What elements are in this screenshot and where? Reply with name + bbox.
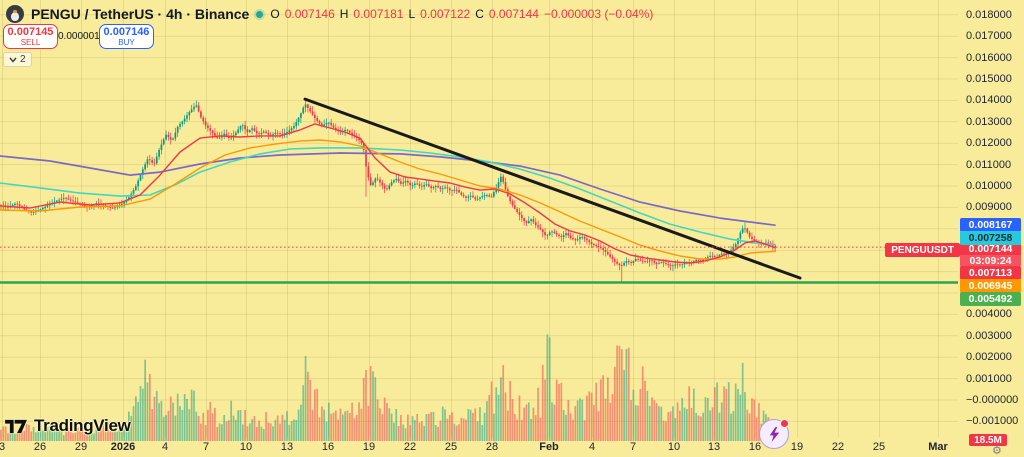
time-tick-label: 29 bbox=[74, 441, 88, 453]
close-value: 0.007144 bbox=[488, 7, 539, 21]
notification-dot bbox=[780, 419, 789, 428]
price-tick-label: 0.015000 bbox=[966, 73, 1012, 85]
time-tick-label: 16 bbox=[321, 441, 335, 453]
time-tick-label: 22 bbox=[831, 441, 845, 453]
price-tick-label: 0.017000 bbox=[966, 30, 1012, 43]
change-value: −0.000003 (−0.04%) bbox=[543, 7, 654, 21]
price-tick-label: 0.003000 bbox=[966, 329, 1012, 342]
time-tick-label: 10 bbox=[239, 441, 253, 453]
boost-button[interactable] bbox=[759, 419, 789, 449]
time-tick-label: 13 bbox=[280, 441, 294, 453]
close-label: C bbox=[475, 7, 484, 21]
time-tick-label: 3 bbox=[0, 441, 6, 453]
time-tick-label: 7 bbox=[202, 441, 210, 453]
time-tick-label: 10 bbox=[667, 441, 681, 453]
price-tick-label: 0.014000 bbox=[966, 94, 1012, 107]
lightning-icon bbox=[769, 426, 779, 442]
time-tick-label: 25 bbox=[872, 441, 886, 453]
spread-value: 0.000001 bbox=[58, 31, 100, 42]
price-axis[interactable]: 0.007144 03:09:24 18.5M ⚙ 0.018000 0.0170… bbox=[958, 0, 1024, 457]
price-tick-label: 0.012000 bbox=[966, 137, 1012, 150]
ma-red bbox=[0, 123, 776, 264]
ma-cyan-value: 0.007258 bbox=[960, 231, 1021, 245]
indicators-collapse-chip[interactable]: 2 bbox=[3, 52, 32, 67]
time-tick-label: 13 bbox=[707, 441, 721, 453]
price-tick-label: 0.002000 bbox=[966, 351, 1012, 364]
time-tick-label: 16 bbox=[748, 441, 762, 453]
price-tick-label: 0.013000 bbox=[966, 115, 1012, 128]
buy-label: BUY bbox=[118, 37, 135, 47]
ma-orange-value: 0.006945 bbox=[960, 279, 1021, 293]
tradingview-logo[interactable]: TradingView bbox=[5, 416, 131, 436]
market-status-dot[interactable] bbox=[256, 10, 264, 18]
volume-bars bbox=[0, 334, 777, 441]
volume-value: 18.5M bbox=[974, 434, 1002, 446]
time-tick-label: Feb bbox=[539, 441, 559, 453]
bar-countdown: 03:09:24 bbox=[960, 255, 1021, 267]
time-axis[interactable]: 3 26 29 2026 4 7 10 13 16 19 22 25 28 Feb 4 7 10 13 16 19 22… bbox=[0, 439, 958, 457]
sell-price: 0.007145 bbox=[7, 25, 54, 38]
price-tick-label: −0.000000 bbox=[966, 394, 1019, 406]
sell-button[interactable]: 0.007145 SELL bbox=[3, 24, 58, 49]
time-tick-label: 25 bbox=[444, 441, 458, 453]
trendline-drawing[interactable] bbox=[303, 97, 802, 280]
indicators-count: 2 bbox=[20, 54, 26, 65]
ma-red-value: 0.007113 bbox=[960, 266, 1021, 280]
price-tick-label: −0.001000 bbox=[966, 415, 1019, 428]
trade-panel: 0.007145 SELL 0.000001 0.007146 BUY bbox=[3, 24, 154, 49]
low-label: L bbox=[408, 7, 416, 21]
chevron-down-icon bbox=[9, 57, 17, 63]
grid-lines bbox=[0, 0, 958, 437]
time-tick-label: 28 bbox=[485, 441, 499, 453]
price-tick-label: 0.018000 bbox=[966, 8, 1012, 21]
time-tick-label: 2026 bbox=[110, 441, 136, 453]
high-value: 0.007181 bbox=[353, 7, 404, 21]
current-price-value: 0.007144 bbox=[960, 243, 1021, 255]
price-tick-label: 0.009000 bbox=[966, 201, 1012, 214]
sell-label: SELL bbox=[20, 37, 41, 47]
price-tick-label: 0.011000 bbox=[966, 158, 1012, 171]
ma-orange bbox=[0, 139, 776, 260]
symbol-logo-icon bbox=[6, 5, 24, 23]
tradingview-logo-icon bbox=[5, 418, 28, 434]
time-tick-label: Mar bbox=[928, 441, 948, 453]
symbol-price-label-text: PENGUUSDT bbox=[891, 244, 954, 256]
settings-gear-icon[interactable]: ⚙ bbox=[992, 445, 1002, 457]
open-label: O bbox=[270, 7, 280, 21]
high-label: H bbox=[339, 7, 349, 21]
ma-purple-value: 0.008167 bbox=[960, 218, 1021, 232]
ohlc-values: O 0.007146 H 0.007181 L 0.007122 C 0.007144 … bbox=[270, 7, 653, 21]
buy-price: 0.007146 bbox=[103, 25, 150, 38]
current-price-badge: 0.007144 03:09:24 bbox=[960, 243, 1021, 267]
tradingview-brand-text: TradingView bbox=[34, 416, 131, 435]
open-value: 0.007146 bbox=[284, 7, 335, 21]
price-tick-label: 0.001000 bbox=[966, 372, 1012, 385]
price-tick-label: 0.016000 bbox=[966, 51, 1012, 64]
time-tick-label: 4 bbox=[161, 441, 169, 453]
level-green-value: 0.005492 bbox=[960, 292, 1021, 306]
price-tick-label: 0.010000 bbox=[966, 180, 1012, 192]
time-tick-label: 26 bbox=[33, 441, 47, 453]
symbol-price-label: PENGUUSDT bbox=[885, 243, 960, 257]
time-tick-label: 19 bbox=[790, 441, 804, 453]
price-tick-label: 0.004000 bbox=[966, 308, 1012, 321]
time-tick-label: 19 bbox=[362, 441, 376, 453]
ma-purple bbox=[0, 152, 776, 227]
candles bbox=[0, 100, 777, 284]
buy-button[interactable]: 0.007146 BUY bbox=[99, 24, 154, 49]
volume-value-badge: 18.5M bbox=[969, 434, 1007, 446]
chart-title[interactable]: PENGU / TetherUS · 4h · Binance bbox=[31, 6, 250, 22]
low-value: 0.007122 bbox=[420, 7, 471, 21]
chart-legend[interactable]: PENGU / TetherUS · 4h · Binance O 0.00714… bbox=[6, 4, 653, 24]
time-tick-label: 4 bbox=[588, 441, 596, 453]
time-tick-label: 7 bbox=[629, 441, 637, 453]
ma-cyan bbox=[0, 147, 776, 246]
time-tick-label: 22 bbox=[403, 441, 417, 453]
